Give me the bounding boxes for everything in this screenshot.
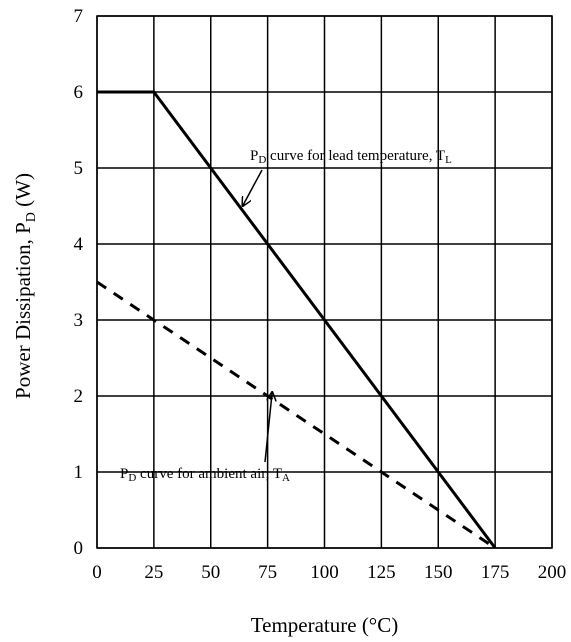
x-axis-title: Temperature (°C) (251, 613, 398, 637)
annotation-label-lead: PD curve for lead temperature, TL (250, 148, 452, 166)
x-tick-label-75: 75 (258, 562, 277, 583)
y-tick-label-3: 3 (74, 310, 84, 331)
y-tick-label-0: 0 (74, 538, 84, 559)
annotation-lead-temperature: PD curve for lead temperature, TL (243, 148, 452, 206)
y-tick-labels: 0 1 2 3 4 5 6 7 (74, 6, 84, 559)
x-tick-label-100: 100 (310, 562, 339, 583)
y-tick-label-2: 2 (74, 386, 84, 407)
x-tick-label-50: 50 (201, 562, 220, 583)
x-tick-labels: 0 25 50 75 100 125 150 175 200 (92, 562, 566, 583)
x-tick-label-125: 125 (367, 562, 396, 583)
y-tick-label-4: 4 (74, 234, 84, 255)
x-tick-label-25: 25 (144, 562, 163, 583)
y-axis-title-main: Power Dissipation, P (11, 222, 35, 399)
annotation-ambient-air: PD curve for ambient air, TA (120, 392, 290, 484)
annotation-arrow-lead (243, 169, 263, 206)
x-tick-label-150: 150 (424, 562, 453, 583)
plot-frame (96, 15, 553, 549)
x-tick-label-200: 200 (538, 562, 567, 583)
annotation-label-ambient: PD curve for ambient air, TA (120, 466, 290, 484)
y-axis-title-unit: (W) (11, 173, 35, 212)
annotation-arrow-ambient (264, 392, 272, 463)
y-tick-label-1: 1 (74, 462, 84, 483)
x-tick-label-175: 175 (481, 562, 510, 583)
y-tick-label-6: 6 (74, 82, 84, 103)
series-line-dashed (96, 280, 496, 550)
series-group (96, 90, 497, 550)
x-tick-label-0: 0 (92, 562, 102, 583)
y-tick-label-7: 7 (74, 6, 84, 27)
y-tick-label-5: 5 (74, 158, 84, 179)
y-axis-title-sub: D (24, 212, 39, 222)
series-line-solid (97, 90, 497, 549)
y-axis-title: Power Dissipation, PD (W) (11, 173, 39, 399)
